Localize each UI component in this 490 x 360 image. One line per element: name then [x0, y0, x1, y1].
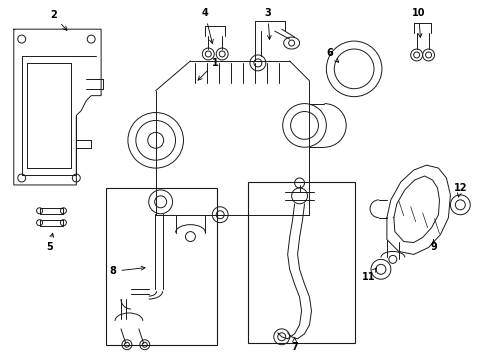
Text: 3: 3 [265, 8, 271, 39]
Text: 4: 4 [201, 8, 213, 44]
Text: 8: 8 [110, 266, 145, 276]
Text: 5: 5 [46, 233, 54, 252]
Bar [248, 182, 355, 343]
Text: 2: 2 [50, 10, 67, 30]
Text: 1: 1 [198, 58, 219, 80]
Text: 12: 12 [454, 183, 467, 197]
Bar [106, 188, 217, 345]
Text: 9: 9 [430, 240, 437, 252]
Text: 10: 10 [412, 8, 425, 37]
Text: 7: 7 [291, 338, 298, 352]
Text: 6: 6 [326, 48, 339, 62]
Text: 11: 11 [362, 268, 376, 282]
